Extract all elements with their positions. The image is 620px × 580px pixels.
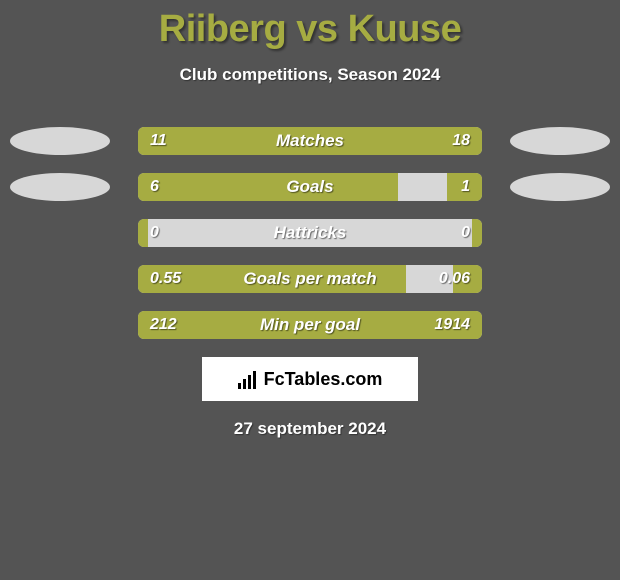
- stat-label: Goals: [138, 173, 482, 201]
- stat-label: Matches: [138, 127, 482, 155]
- value-right: 0: [461, 219, 470, 247]
- spacer: [10, 311, 110, 339]
- stats-container: 11Matches18 6Goals1 0Hattricks0 0.55Goals p…: [0, 127, 620, 339]
- stat-label: Hattricks: [138, 219, 482, 247]
- stat-row: 212Min per goal1914: [0, 311, 620, 339]
- stat-bar: 0Hattricks0: [138, 219, 482, 247]
- spacer: [510, 311, 610, 339]
- logo-text: FcTables.com: [264, 369, 383, 390]
- stat-bar: 0.55Goals per match0.06: [138, 265, 482, 293]
- logo-box: FcTables.com: [202, 357, 418, 401]
- value-right: 1914: [434, 311, 470, 339]
- player-left-marker: [10, 173, 110, 201]
- bar-chart-icon: [238, 369, 258, 389]
- stat-bar: 212Min per goal1914: [138, 311, 482, 339]
- value-right: 18: [452, 127, 470, 155]
- spacer: [10, 219, 110, 247]
- stat-bar: 6Goals1: [138, 173, 482, 201]
- subtitle: Club competitions, Season 2024: [0, 65, 620, 85]
- player-left-marker: [10, 127, 110, 155]
- stat-label: Goals per match: [138, 265, 482, 293]
- stat-row: 0Hattricks0: [0, 219, 620, 247]
- spacer: [10, 265, 110, 293]
- value-right: 0.06: [439, 265, 470, 293]
- page-title: Riiberg vs Kuuse: [0, 0, 620, 51]
- stat-row: 0.55Goals per match0.06: [0, 265, 620, 293]
- spacer: [510, 265, 610, 293]
- logo: FcTables.com: [238, 369, 383, 390]
- date-text: 27 september 2024: [0, 419, 620, 439]
- player-right-marker: [510, 127, 610, 155]
- player-right-marker: [510, 173, 610, 201]
- stat-row: 6Goals1: [0, 173, 620, 201]
- spacer: [510, 219, 610, 247]
- stat-bar: 11Matches18: [138, 127, 482, 155]
- value-right: 1: [461, 173, 470, 201]
- stat-row: 11Matches18: [0, 127, 620, 155]
- stat-label: Min per goal: [138, 311, 482, 339]
